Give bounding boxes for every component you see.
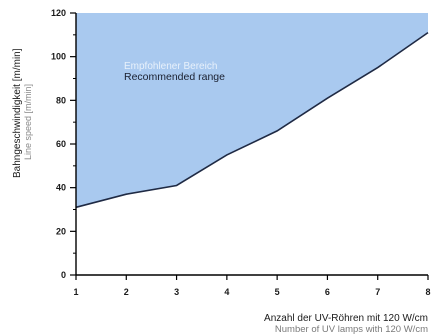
region-label-de: Empfohlener Bereich [124,61,217,72]
x-tick-label: 3 [174,287,179,297]
y-tick-label: 0 [61,270,66,280]
x-tick-label: 1 [73,287,78,297]
x-tick-label: 6 [325,287,330,297]
y-tick-label: 80 [56,95,66,105]
y-axis-title-secondary: Line speed [m/min] [23,84,33,160]
x-tick-label: 7 [375,287,380,297]
x-tick-label: 4 [224,287,229,297]
series-line-layer [75,31,429,209]
y-tick-label: 40 [56,183,66,193]
y-tick-label: 120 [51,8,66,18]
x-axis-title-secondary: Number of UV lamps with 120 W/cm [275,324,428,335]
x-axis-title: Anzahl der UV-Röhren mit 120 W/cm [264,313,428,324]
x-tick-label: 5 [275,287,280,297]
ticks: 0 20 40 60 80 100 120 1 2 3 4 5 6 7 8 [51,8,431,297]
y-tick-label: 100 [51,52,66,62]
x-tick-label: 8 [425,287,430,297]
recommended-area-layer [76,13,428,208]
y-axis-title: Bahngeschwindigkeit [m/min] [12,48,23,178]
x-tick-label: 2 [124,287,129,297]
recommended-area [76,13,428,208]
y-tick-label: 60 [56,139,66,149]
region-label-en: Recommended range [124,71,225,83]
y-tick-label: 20 [56,226,66,236]
series-line [75,31,429,209]
